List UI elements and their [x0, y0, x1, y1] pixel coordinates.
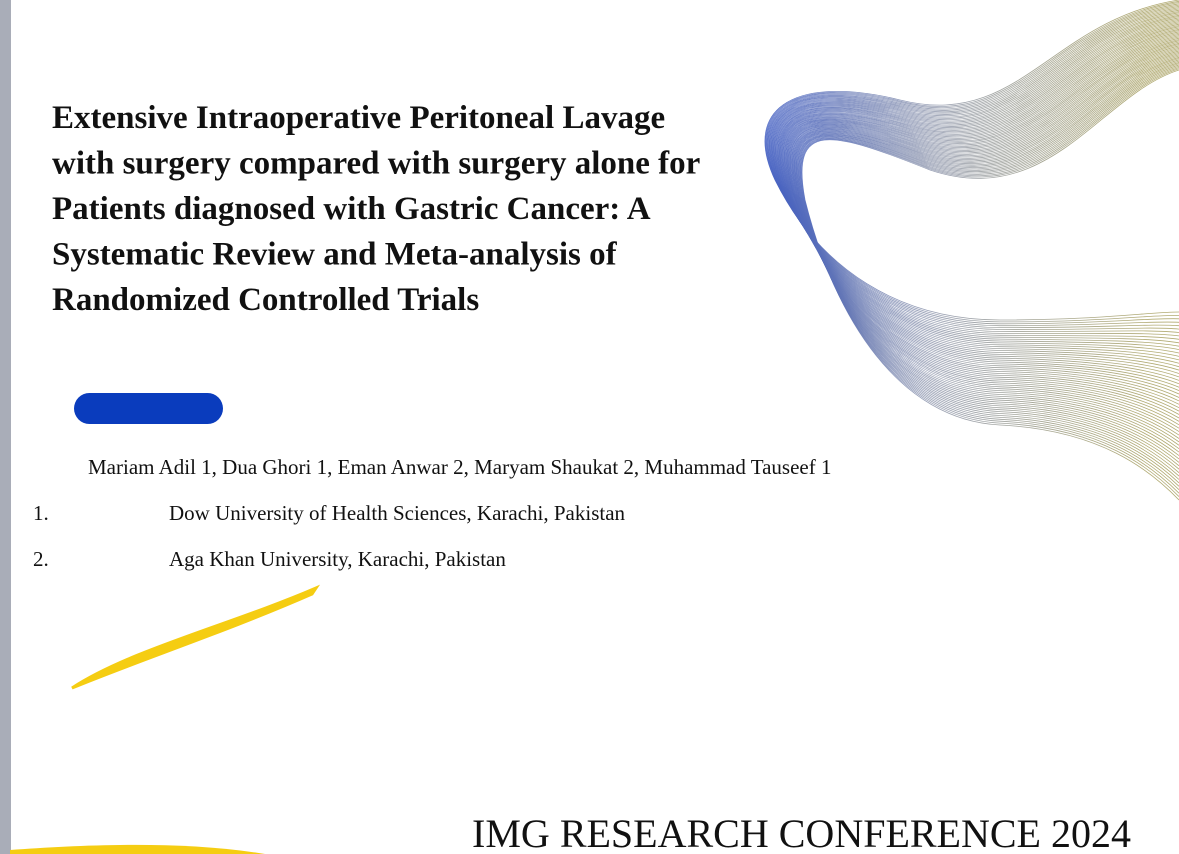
- wave-line: [765, 0, 1179, 323]
- affiliation-number: 1.: [33, 501, 49, 525]
- title-line: Randomized Controlled Trials: [52, 282, 479, 318]
- wave-line: [767, 4, 1179, 329]
- wave-line: [766, 3, 1179, 327]
- wave-line: [791, 49, 1179, 446]
- wave-line: [767, 6, 1179, 330]
- title: Extensive Intraoperative Peritoneal Lava…: [52, 100, 700, 318]
- title-line: Extensive Intraoperative Peritoneal Lava…: [52, 100, 665, 136]
- wave-line: [771, 12, 1179, 347]
- wave-line: [791, 50, 1179, 450]
- wave-line: [797, 62, 1179, 480]
- wave-line: [795, 56, 1179, 467]
- wave-decoration: [764, 0, 1179, 501]
- brush-stroke: [10, 844, 265, 854]
- footer: IMG RESEARCH CONFERENCE 2024: [472, 811, 1131, 854]
- authors: Mariam Adil 1, Dua Ghori 1, Eman Anwar 2…: [88, 455, 832, 479]
- wave-line: [768, 7, 1179, 333]
- wave-line: [789, 46, 1179, 439]
- left-bar: [0, 0, 11, 854]
- wave-line: [793, 53, 1179, 456]
- affiliation: Dow University of Health Sciences, Karac…: [169, 501, 626, 525]
- brush-stroke: [71, 584, 321, 690]
- title-line: with surgery compared with surgery alone…: [52, 146, 700, 182]
- title-line: Patients diagnosed with Gastric Cancer: …: [52, 191, 651, 227]
- wave-line: [798, 63, 1179, 484]
- wave-line: [787, 42, 1179, 429]
- wave-line: [770, 11, 1179, 344]
- affiliation-number: 2.: [33, 547, 49, 571]
- accent-pill: [74, 393, 223, 424]
- wave-line: [798, 64, 1179, 487]
- wave-line: [800, 67, 1179, 494]
- wave-line: [797, 60, 1179, 477]
- wave-line: [796, 59, 1179, 473]
- wave-line: [769, 8, 1179, 337]
- title-line: Systematic Review and Meta-analysis of: [52, 237, 618, 273]
- wave-line: [795, 58, 1179, 470]
- wave-line: [770, 9, 1179, 340]
- wave-line: [801, 69, 1179, 501]
- wave-line: [772, 13, 1179, 350]
- wave-line: [799, 65, 1179, 490]
- wave-line: [764, 0, 1179, 321]
- wave-line: [800, 68, 1179, 497]
- wave-line: [765, 2, 1179, 325]
- wave-line: [790, 48, 1179, 443]
- affiliation: Aga Khan University, Karachi, Pakistan: [169, 547, 506, 571]
